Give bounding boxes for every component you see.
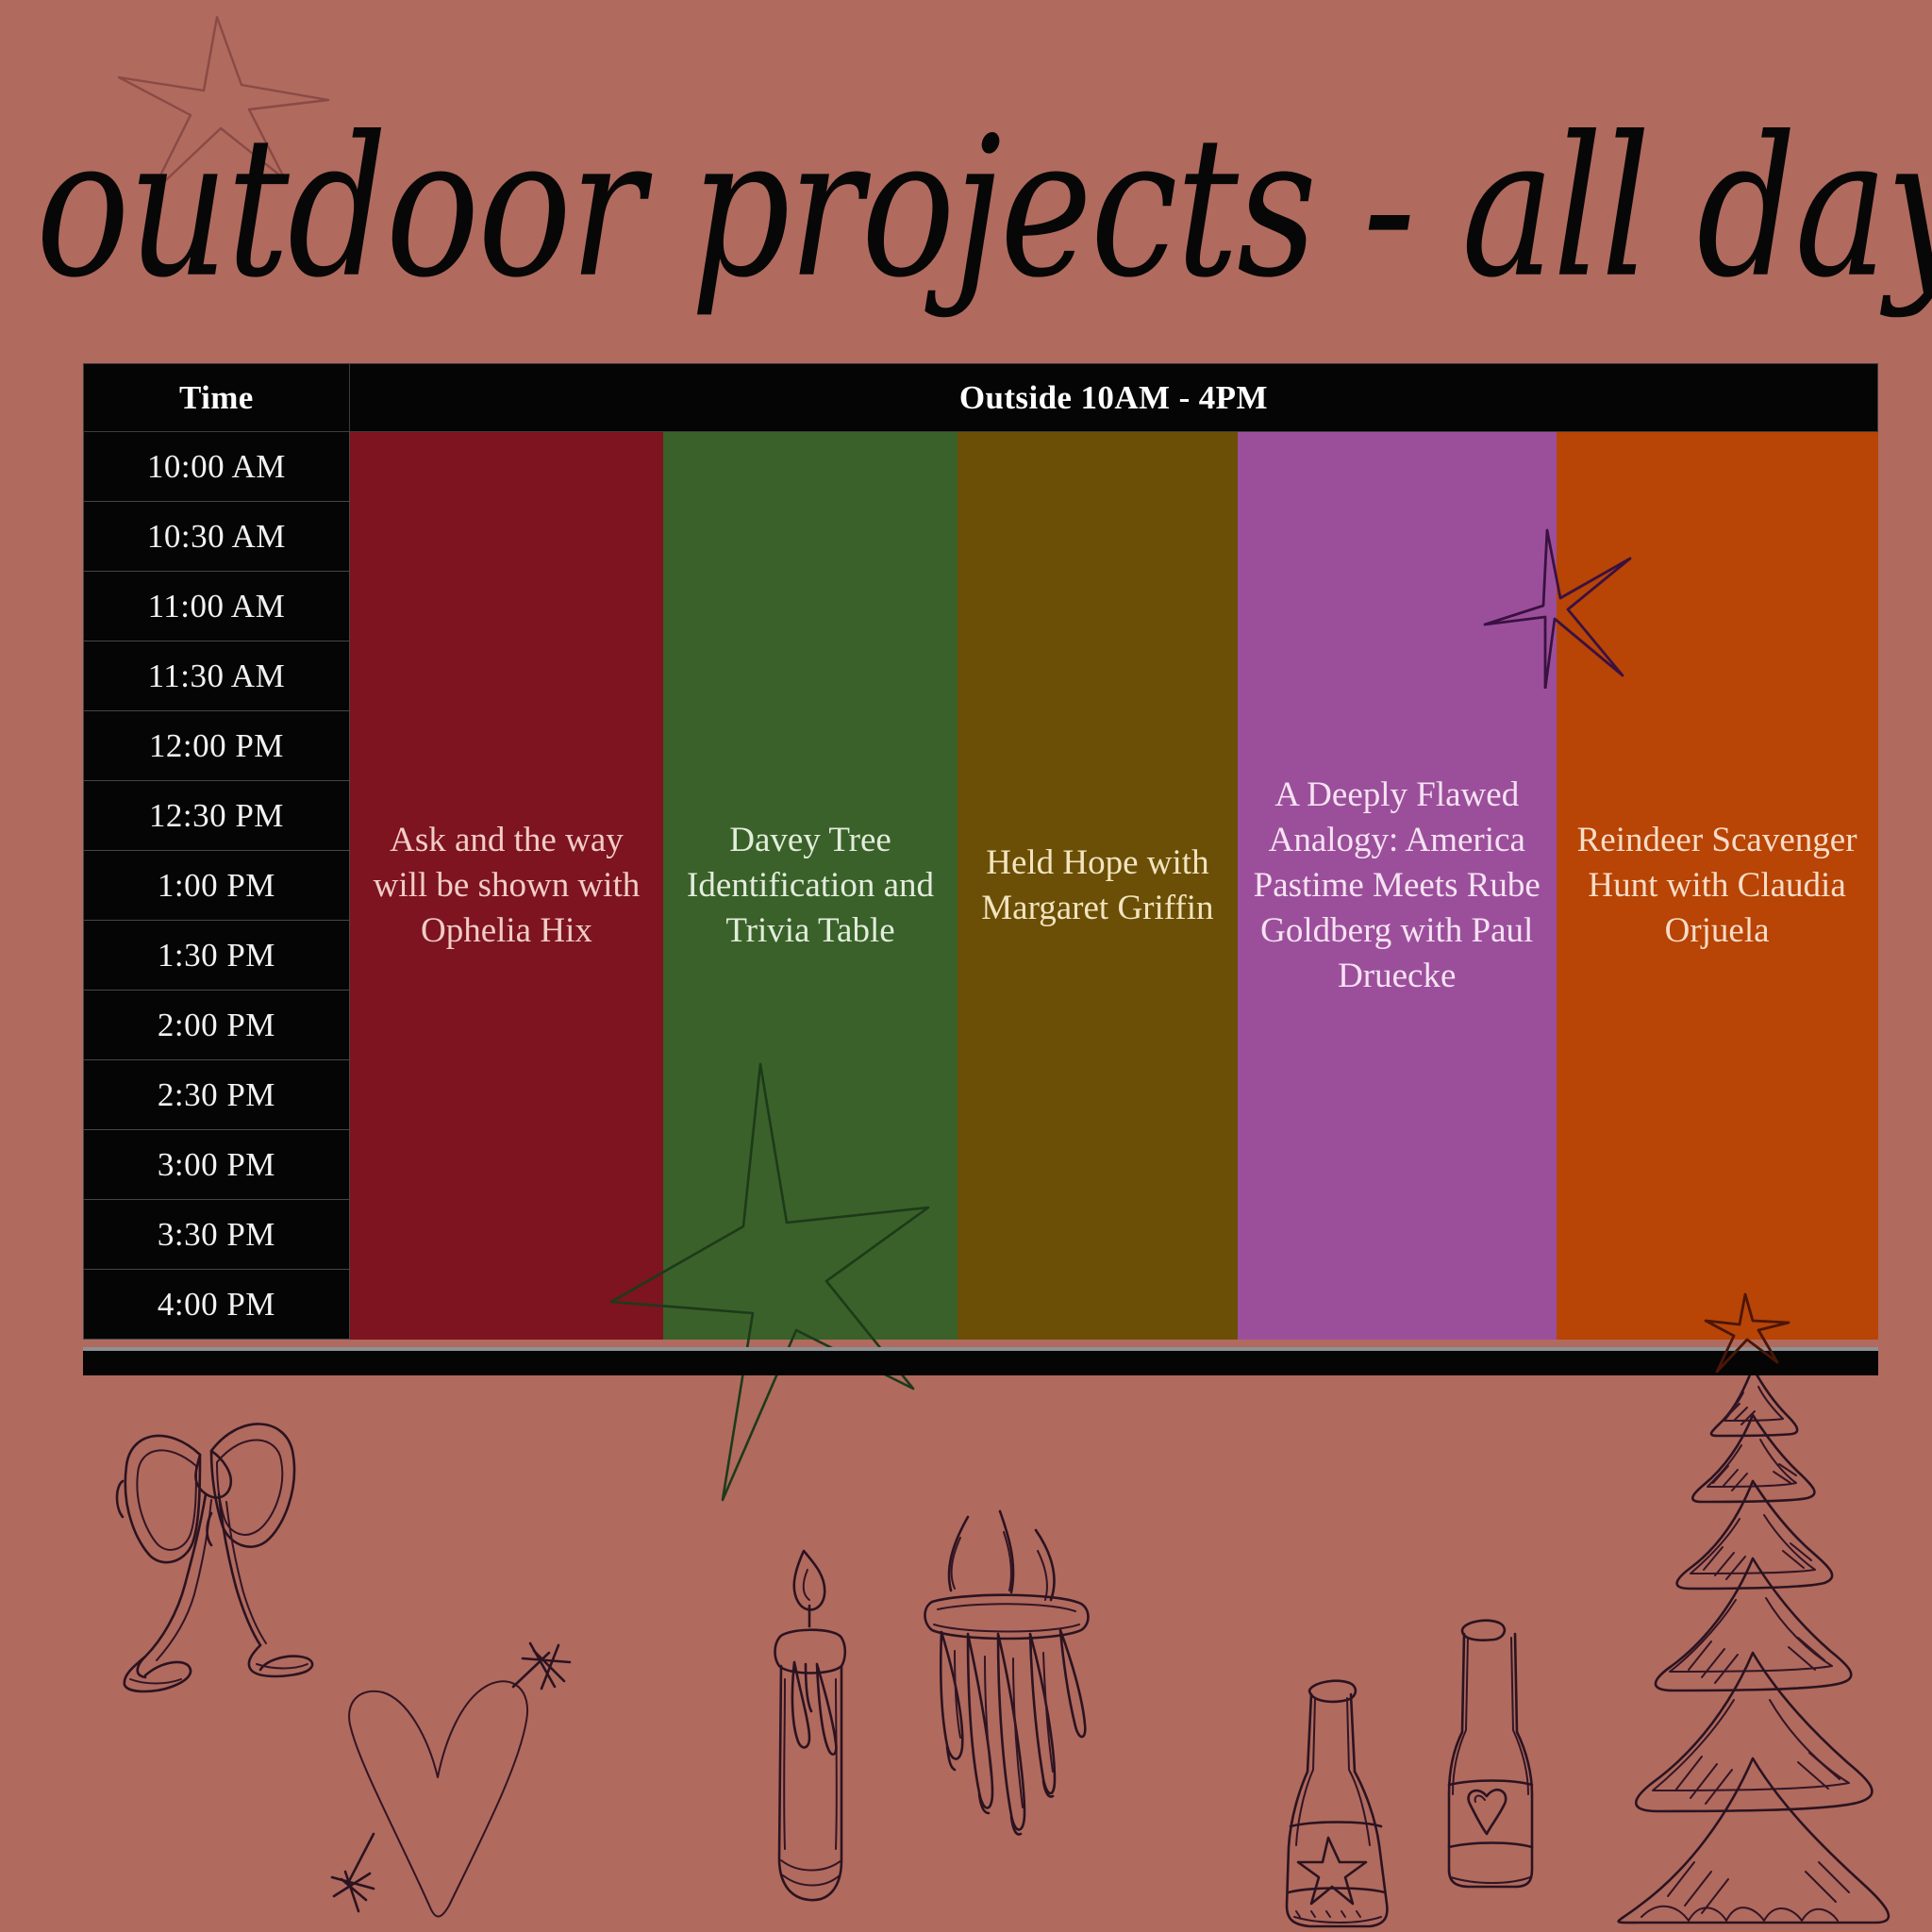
christmas-tree-doodle-icon	[1585, 1358, 1924, 1924]
time-slot: 11:00 AM	[83, 571, 350, 641]
time-slot: 10:30 AM	[83, 501, 350, 572]
event-cell-2[interactable]: Davey Tree Identification and Trivia Tab…	[663, 431, 958, 1340]
table-row: 12:30 PM	[83, 780, 1878, 851]
table-row: 10:00 AM Ask and the way will be shown w…	[83, 431, 1878, 1340]
time-slot: 12:30 PM	[83, 780, 350, 851]
candelabra-doodle-icon	[906, 1509, 1113, 1924]
bow-doodle-icon	[113, 1396, 321, 1707]
wine-bottle-heart-doodle-icon	[1441, 1613, 1545, 1896]
time-slot: 1:30 PM	[83, 920, 350, 991]
table-row: 2:00 PM	[83, 990, 1878, 1060]
table-row: 1:30 PM	[83, 920, 1878, 991]
table-row: 2:30 PM	[83, 1059, 1878, 1130]
time-slot: 3:00 PM	[83, 1129, 350, 1200]
sparkle-doodle-left-icon	[321, 1830, 396, 1915]
event-cell-5[interactable]: Reindeer Scavenger Hunt with Claudia Orj…	[1556, 431, 1878, 1340]
time-slot: 3:30 PM	[83, 1199, 350, 1270]
table-row: 10:30 AM	[83, 501, 1878, 572]
event-title: Reindeer Scavenger Hunt with Claudia Orj…	[1576, 820, 1857, 950]
event-title: Ask and the way will be shown with Ophel…	[373, 820, 641, 950]
time-slot: 10:00 AM	[83, 431, 350, 502]
time-slot: 2:00 PM	[83, 990, 350, 1060]
event-title: A Deeply Flawed Analogy: America Pastime…	[1253, 774, 1541, 995]
table-footer-bar	[83, 1347, 1878, 1375]
table-row: 11:30 AM	[83, 641, 1878, 711]
table-row: 3:00 PM	[83, 1129, 1878, 1200]
table-row: 1:00 PM	[83, 850, 1878, 921]
time-slot: 11:30 AM	[83, 641, 350, 711]
event-title: Held Hope with Margaret Griffin	[981, 842, 1214, 927]
time-slot: 12:00 PM	[83, 710, 350, 781]
schedule-table: Time Outside 10AM - 4PM 10:00 AM Ask and…	[83, 363, 1879, 1340]
table-header-row: Time Outside 10AM - 4PM	[83, 363, 1879, 432]
heart-doodle-icon	[341, 1679, 540, 1924]
table-row: 4:00 PM	[83, 1269, 1878, 1340]
table-row: 3:30 PM	[83, 1199, 1878, 1270]
event-cell-3[interactable]: Held Hope with Margaret Griffin	[957, 431, 1238, 1340]
column-header-outside: Outside 10AM - 4PM	[348, 363, 1879, 432]
column-header-time: Time	[83, 363, 350, 432]
event-title: Davey Tree Identification and Trivia Tab…	[687, 820, 935, 950]
event-cell-1[interactable]: Ask and the way will be shown with Ophel…	[349, 431, 664, 1340]
time-slot: 4:00 PM	[83, 1269, 350, 1340]
page-title: outdoor projects - all day <33	[36, 94, 1932, 321]
time-slot: 1:00 PM	[83, 850, 350, 921]
table-body: 10:00 AM Ask and the way will be shown w…	[83, 431, 1878, 1340]
sparkle-doodle-right-icon	[509, 1632, 594, 1707]
wine-bottle-star-doodle-icon	[1272, 1670, 1404, 1932]
table-row: 11:00 AM	[83, 571, 1878, 641]
candle-doodle-icon	[743, 1547, 875, 1924]
event-cell-4[interactable]: A Deeply Flawed Analogy: America Pastime…	[1237, 431, 1557, 1340]
time-slot: 2:30 PM	[83, 1059, 350, 1130]
